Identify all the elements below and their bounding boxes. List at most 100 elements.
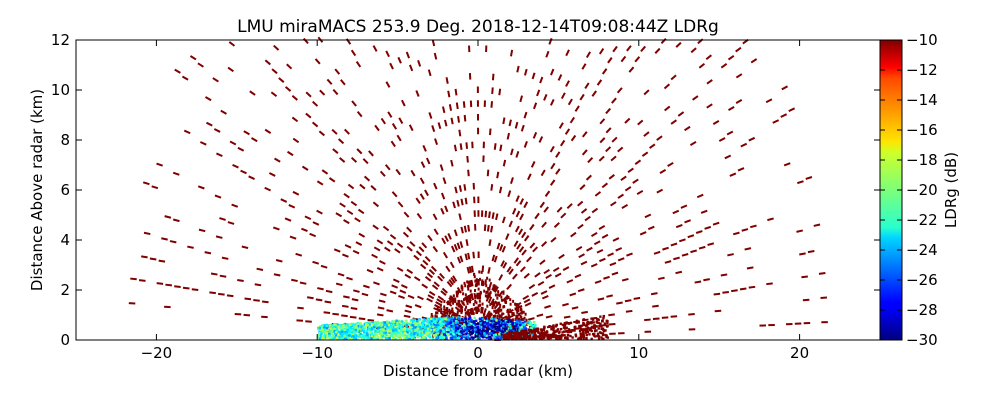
radar-gate: [506, 132, 511, 140]
radar-gate-clutter: [452, 335, 455, 339]
radar-gate: [580, 208, 588, 214]
radar-gate: [415, 250, 422, 257]
radar-gate-clutter: [371, 323, 374, 326]
radar-gate: [382, 225, 390, 232]
radar-gate-dense: [523, 316, 526, 320]
radar-gate-clutter: [405, 324, 409, 327]
radar-gate: [552, 266, 560, 272]
radar-gate-clutter: [518, 328, 521, 331]
radar-gate-dense: [440, 307, 443, 311]
radar-gate: [454, 88, 458, 96]
radar-gate-clutter: [359, 322, 362, 325]
radar-gate-clutter: [449, 321, 452, 325]
radar-gate-edge: [577, 337, 580, 341]
radar-gate-clutter: [437, 324, 440, 327]
radar-gate: [204, 96, 212, 102]
radar-gate-clutter: [426, 331, 430, 334]
radar-gate: [625, 309, 633, 313]
radar-gate-edge: [569, 334, 572, 338]
radar-gate-clutter: [415, 319, 419, 323]
radar-gate: [302, 37, 309, 45]
radar-gate-clutter: [341, 333, 344, 336]
radar-gate: [807, 250, 815, 254]
radar-gate-dense: [484, 294, 487, 298]
radar-gate: [299, 281, 307, 285]
radar-gate: [244, 297, 252, 301]
radar-gate-clutter: [399, 334, 402, 337]
radar-gate: [412, 317, 420, 321]
radar-gate-clutter: [403, 335, 406, 338]
radar-gate-clutter: [380, 333, 383, 336]
radar-gate-edge: [514, 334, 517, 337]
radar-gate-clutter: [386, 324, 389, 328]
radar-gate-clutter: [500, 319, 503, 322]
radar-gate: [731, 289, 738, 293]
radar-gate: [465, 142, 469, 149]
radar-gate-edge: [540, 337, 544, 340]
radar-gate-clutter: [345, 337, 348, 340]
radar-gate-clutter: [477, 329, 480, 333]
radar-gate-clutter: [420, 337, 423, 341]
radar-gate-clutter: [416, 332, 419, 335]
radar-gate: [449, 261, 455, 269]
radar-gate-clutter: [499, 335, 502, 338]
radar-gate-dense: [486, 276, 489, 280]
radar-gate-clutter: [322, 337, 325, 341]
radar-gate-clutter: [393, 331, 397, 335]
radar-gate: [508, 220, 513, 228]
radar-gate: [213, 128, 221, 133]
radar-gate-clutter: [348, 327, 351, 331]
radar-gate-clutter: [360, 334, 363, 338]
radar-gate-clutter: [519, 321, 523, 324]
radar-gate: [261, 315, 268, 319]
radar-gate-clutter: [368, 325, 371, 329]
radar-gate: [565, 49, 570, 57]
radar-gate-edge: [537, 336, 541, 339]
radar-gate-clutter: [439, 329, 442, 332]
radar-gate-clutter: [533, 323, 537, 327]
colorbar-tick-label: −24: [906, 241, 938, 259]
radar-gate-clutter: [392, 337, 395, 341]
radar-gate-edge: [557, 336, 561, 339]
radar-gate-clutter: [499, 324, 502, 327]
radar-gate-clutter: [428, 325, 432, 328]
radar-gate: [797, 180, 804, 185]
radar-gate: [339, 202, 346, 208]
x-tick-label: −20: [141, 344, 173, 362]
radar-gate-edge: [533, 330, 537, 333]
radar-gate-edge: [540, 330, 544, 334]
radar-gate-clutter: [475, 330, 478, 333]
radar-gate: [481, 210, 484, 217]
radar-gate: [377, 306, 385, 310]
radar-gate-edge: [606, 321, 609, 325]
radar-gate: [658, 276, 665, 281]
radar-gate: [275, 259, 283, 263]
radar-gate-edge: [546, 336, 549, 340]
radar-gate-clutter: [399, 320, 402, 324]
radar-gate-clutter: [446, 333, 450, 337]
radar-gate: [514, 225, 520, 233]
radar-gate-clutter: [526, 330, 529, 333]
radar-gate: [688, 328, 696, 331]
radar-gate: [473, 196, 476, 204]
radar-gate-edge: [599, 322, 602, 325]
radar-gate-clutter: [448, 324, 452, 328]
radar-gate: [739, 287, 747, 291]
radar-gate: [374, 124, 380, 132]
radar-gate: [316, 180, 324, 186]
radar-gate: [634, 56, 641, 63]
radar-gate-edge: [582, 333, 585, 337]
radar-gate: [647, 225, 655, 231]
radar-gate-clutter: [458, 332, 461, 336]
radar-gate-dense: [504, 298, 507, 302]
radar-gate: [376, 239, 384, 245]
radar-gate: [390, 140, 396, 148]
radar-gate-clutter: [441, 333, 444, 337]
radar-gate: [540, 290, 548, 295]
radar-gate: [402, 231, 410, 238]
radar-gate: [459, 143, 463, 150]
radar-gate-dense: [466, 301, 469, 305]
radar-gate: [344, 244, 352, 249]
radar-gate: [450, 159, 454, 167]
radar-gate: [748, 285, 756, 289]
